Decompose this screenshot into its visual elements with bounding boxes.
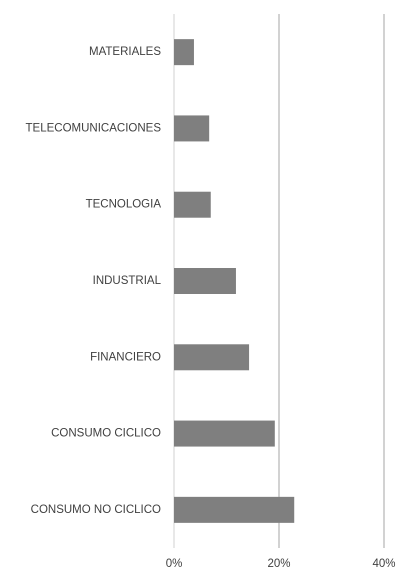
x-tick-label: 40% <box>372 558 395 570</box>
bar <box>174 268 236 294</box>
y-tick-label: MATERIALES <box>89 46 161 58</box>
y-tick-label: INDUSTRIAL <box>93 275 162 287</box>
bar <box>174 496 295 523</box>
bar <box>174 344 250 371</box>
bar <box>174 39 194 66</box>
y-tick-label: FINANCIERO <box>90 351 161 363</box>
bar <box>174 420 275 447</box>
x-tick-label: 20% <box>267 558 290 570</box>
y-tick-label: CONSUMO NO CICLICO <box>31 504 161 516</box>
bar <box>174 115 210 142</box>
x-tick-label: 0% <box>166 558 183 570</box>
y-tick-label: TELECOMUNICACIONES <box>26 122 162 134</box>
y-tick-label: CONSUMO CICLICO <box>51 428 161 440</box>
bar <box>174 191 211 218</box>
y-tick-label: TECNOLOGIA <box>86 199 162 211</box>
